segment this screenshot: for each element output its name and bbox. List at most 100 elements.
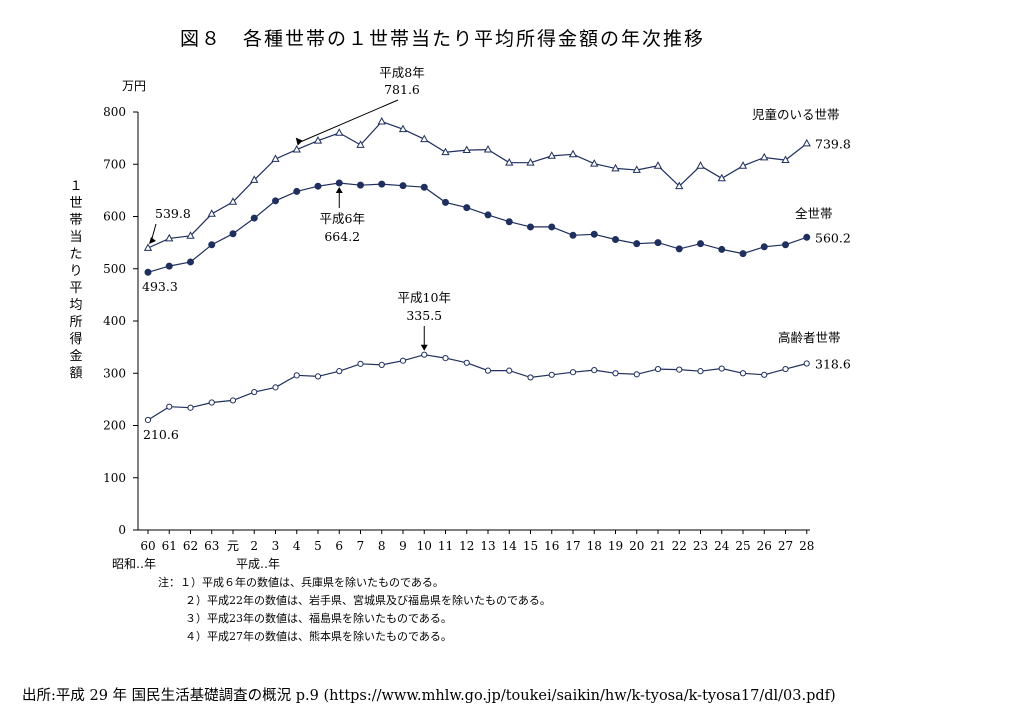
- x-tick-label: 20: [629, 539, 644, 553]
- x-tick-label: 25: [735, 539, 750, 553]
- end-label-elderly: 318.6: [815, 357, 851, 372]
- data-point: [526, 158, 535, 166]
- data-point: [761, 371, 768, 378]
- x-tick-label: 24: [714, 539, 730, 553]
- peak-arrowhead-all: [335, 186, 343, 193]
- data-point: [228, 197, 238, 205]
- start-label-all: 493.3: [142, 279, 178, 294]
- peak-label-elderly-year: 平成10年: [398, 290, 451, 305]
- x-tick-label: 62: [183, 539, 198, 553]
- data-point: [187, 404, 194, 411]
- note-line: ３）平成23年の数値は、福島県を除いたものである。: [185, 611, 452, 625]
- note-line: ４）平成27年の数値は、熊本県を除いたものである。: [185, 629, 452, 643]
- data-point: [738, 161, 748, 169]
- start-label-elderly: 210.6: [143, 427, 179, 442]
- x-tick-label: 23: [693, 539, 708, 553]
- data-point: [591, 367, 598, 374]
- peak-label-elderly-value: 335.5: [406, 308, 442, 323]
- x-tick-label: 27: [778, 539, 793, 553]
- data-point: [272, 197, 279, 205]
- data-point: [186, 231, 195, 239]
- y-label-char: 所: [69, 315, 82, 330]
- data-point: [548, 371, 555, 378]
- peak-arrowhead-elderly: [420, 344, 428, 351]
- data-point: [718, 245, 726, 253]
- series-line: [147, 182, 807, 273]
- data-point: [505, 158, 514, 166]
- data-point: [229, 397, 237, 404]
- data-point: [399, 182, 407, 190]
- y-tick-label: 300: [103, 366, 126, 380]
- y-tick-label: 500: [103, 262, 126, 276]
- data-point: [314, 182, 322, 190]
- note-line: ２）平成22年の数値は、岩手県、宮城県及び福島県を除いたものである。: [185, 593, 551, 607]
- y-tick-label: 100: [103, 471, 126, 485]
- end-label-children: 739.8: [815, 136, 851, 151]
- data-point: [803, 233, 811, 241]
- data-point: [654, 239, 662, 247]
- x-tick-label: 元: [227, 539, 239, 553]
- y-label-char: 帯: [69, 213, 82, 228]
- data-point: [166, 403, 173, 410]
- x-tick-label: 4: [293, 539, 301, 553]
- y-tick-label: 800: [103, 105, 126, 119]
- data-point: [633, 371, 640, 378]
- data-point: [739, 250, 747, 258]
- y-ticks: 0 100 200 300 400 500 600 700 800: [103, 105, 138, 537]
- data-point: [250, 214, 258, 222]
- data-point: [421, 351, 428, 358]
- x-ticks: 60 61 62 63 元 2 3 4 5 6 7 8 9 10 11 12 13 14 15 16 17 18 19 20 2…: [140, 530, 814, 553]
- data-point: [569, 369, 577, 376]
- x-tick-label: 17: [565, 539, 580, 553]
- x-tick-label: 19: [608, 539, 623, 553]
- x-tick-label: 9: [399, 539, 407, 553]
- series-line: [147, 120, 808, 249]
- peak-label-all-value: 664.2: [324, 229, 360, 244]
- x-tick-label: 60: [140, 539, 155, 553]
- data-point: [208, 399, 215, 406]
- source-text: 出所:平成 29 年 国民生活基礎調査の概況 p.9 (https://www.…: [22, 687, 836, 704]
- data-point: [590, 230, 598, 238]
- data-point: [676, 366, 683, 373]
- data-point: [653, 161, 663, 169]
- data-point: [293, 187, 301, 195]
- peak-label-all-year: 平成6年: [320, 211, 365, 226]
- y-label-char: 均: [69, 298, 82, 313]
- data-point: [612, 370, 619, 377]
- data-point: [675, 245, 683, 253]
- data-point: [612, 235, 619, 243]
- data-point: [782, 241, 789, 249]
- data-point: [143, 243, 153, 251]
- start-label-children: 539.8: [155, 206, 191, 221]
- x-tick-label: 28: [799, 539, 814, 553]
- x-tick-label: 5: [314, 539, 322, 553]
- series-line: [147, 354, 807, 421]
- data-point: [398, 124, 408, 133]
- y-label-char: 金: [69, 348, 82, 364]
- x-era-showa: 昭和‥年: [112, 557, 156, 571]
- data-point: [654, 365, 662, 373]
- x-tick-label: 61: [162, 539, 177, 553]
- data-point: [378, 180, 386, 188]
- data-point: [208, 241, 216, 249]
- data-point: [760, 243, 768, 251]
- x-tick-label: 2: [250, 539, 258, 553]
- data-point: [547, 151, 556, 159]
- data-point: [697, 368, 704, 375]
- data-point: [144, 268, 152, 276]
- data-point: [527, 223, 534, 231]
- x-tick-label: 26: [757, 539, 772, 553]
- data-point: [590, 159, 599, 167]
- data-point: [483, 144, 493, 153]
- data-point: [441, 147, 450, 156]
- x-tick-label: 13: [480, 539, 495, 553]
- y-label-char: 額: [69, 366, 82, 381]
- series-layer: [143, 116, 811, 424]
- data-point: [568, 149, 578, 158]
- series-1: [143, 116, 811, 251]
- data-point: [292, 144, 301, 153]
- data-point: [271, 154, 280, 162]
- data-point: [399, 357, 407, 364]
